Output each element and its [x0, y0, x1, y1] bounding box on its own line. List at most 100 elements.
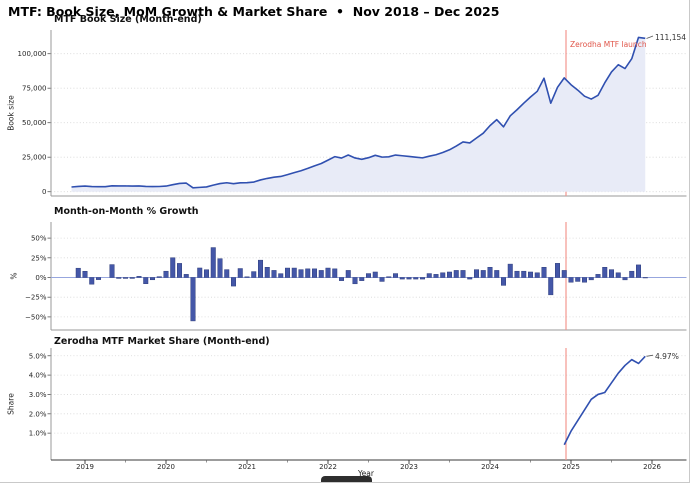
- growth-bar: [514, 270, 520, 278]
- growth-bar: [487, 267, 493, 278]
- growth-bar: [183, 274, 189, 278]
- growth-bar: [507, 263, 513, 278]
- growth-bar: [386, 276, 392, 278]
- growth-bar: [271, 270, 277, 278]
- y-tick-label: 0: [42, 188, 46, 196]
- growth-bar: [453, 270, 459, 278]
- growth-bar: [622, 277, 628, 281]
- growth-bar: [264, 267, 270, 278]
- growth-bar: [123, 277, 128, 279]
- book-size-area-fill: [71, 37, 646, 192]
- x-tick-label: 2024: [481, 463, 499, 471]
- chart-main-title: MTF: Book Size, MoM Growth & Market Shar…: [8, 4, 500, 19]
- growth-bar: [534, 272, 540, 278]
- growth-bar: [285, 267, 290, 278]
- growth-bar: [325, 267, 331, 278]
- growth-bar: [359, 277, 365, 281]
- growth-bar: [96, 277, 101, 280]
- bottom-edge-cutoff-element: [321, 476, 372, 482]
- growth-bar: [82, 271, 88, 278]
- panel3-y-axis-label: Share: [6, 393, 16, 415]
- growth-bar: [258, 259, 263, 278]
- growth-bar: [143, 277, 149, 284]
- panel1-title: MTF Book Size (Month-end): [54, 14, 202, 25]
- growth-bar: [629, 270, 635, 278]
- growth-bar: [318, 270, 324, 278]
- x-tick-label: 2020: [157, 463, 175, 471]
- growth-bar: [129, 277, 135, 279]
- growth-bar: [582, 277, 587, 283]
- growth-bar: [541, 267, 547, 278]
- growth-bar: [609, 269, 614, 278]
- growth-bar: [568, 277, 574, 283]
- growth-bar: [561, 270, 567, 278]
- growth-bar: [379, 277, 385, 282]
- y-tick-label: 3.0%: [29, 391, 47, 399]
- growth-bar: [433, 274, 439, 278]
- book-size-end-value-annotation: 111,154: [655, 32, 687, 42]
- y-tick-label: 1.0%: [29, 430, 47, 438]
- panel3-title: Zerodha MTF Market Share (Month-end): [54, 336, 270, 347]
- y-tick-label: 75,000: [22, 85, 47, 93]
- y-tick-label: 50,000: [22, 119, 47, 127]
- growth-bar: [494, 270, 500, 278]
- end-annotation-leader: [646, 35, 654, 39]
- y-tick-label: 2.0%: [29, 410, 47, 418]
- growth-bar: [210, 247, 216, 278]
- growth-bar: [332, 268, 338, 278]
- end-annotation-leader: [646, 354, 654, 357]
- growth-bar: [420, 277, 425, 280]
- growth-bar: [190, 277, 196, 322]
- growth-bar: [575, 277, 581, 282]
- growth-bar: [548, 277, 554, 296]
- growth-bar: [217, 258, 223, 278]
- growth-bar: [136, 276, 142, 278]
- growth-bar: [413, 277, 419, 280]
- growth-bar: [224, 269, 230, 278]
- y-tick-label: 100,000: [18, 50, 47, 58]
- growth-bar: [636, 264, 641, 278]
- growth-bar: [393, 273, 398, 278]
- x-tick-label: 2023: [400, 463, 418, 471]
- growth-bar: [251, 271, 257, 278]
- growth-bar: [447, 271, 452, 278]
- y-tick-label: 25,000: [22, 154, 47, 162]
- growth-bar: [339, 277, 344, 281]
- growth-bar: [480, 270, 486, 278]
- growth-bar: [352, 277, 358, 285]
- book-size-line: [71, 36, 646, 189]
- x-tick-label: 2019: [76, 463, 94, 471]
- panel1-y-axis-label: Book size: [6, 95, 16, 131]
- y-tick-label: −25%: [25, 294, 47, 302]
- growth-bar: [595, 274, 601, 278]
- growth-bar: [501, 277, 506, 286]
- growth-bar: [197, 267, 203, 278]
- market-share-line: [563, 355, 646, 446]
- growth-bar: [109, 264, 115, 278]
- growth-bar: [372, 271, 378, 278]
- growth-bar: [312, 268, 317, 278]
- growth-bar: [237, 268, 243, 278]
- growth-bar: [406, 277, 412, 280]
- y-tick-label: 0%: [35, 274, 46, 282]
- x-tick-label: 2021: [238, 463, 256, 471]
- growth-bar: [528, 271, 533, 278]
- growth-bar: [291, 267, 297, 278]
- growth-bar: [177, 263, 182, 278]
- y-tick-label: 5.0%: [29, 352, 47, 360]
- growth-bar: [116, 277, 122, 279]
- growth-bar: [75, 267, 81, 278]
- panel2-title: Month-on-Month % Growth: [54, 206, 199, 217]
- vline-annotation-zerodha-mtf-launch: Zerodha MTF launch: [570, 40, 647, 49]
- y-tick-label: 4.0%: [29, 372, 47, 380]
- growth-bar: [426, 273, 432, 278]
- growth-bar: [170, 257, 176, 278]
- growth-bar: [89, 277, 95, 285]
- growth-bar: [298, 269, 304, 278]
- growth-bar: [602, 267, 608, 278]
- growth-bar: [460, 270, 466, 278]
- growth-bar: [244, 276, 250, 278]
- growth-bar: [231, 277, 236, 287]
- growth-bar: [615, 272, 621, 278]
